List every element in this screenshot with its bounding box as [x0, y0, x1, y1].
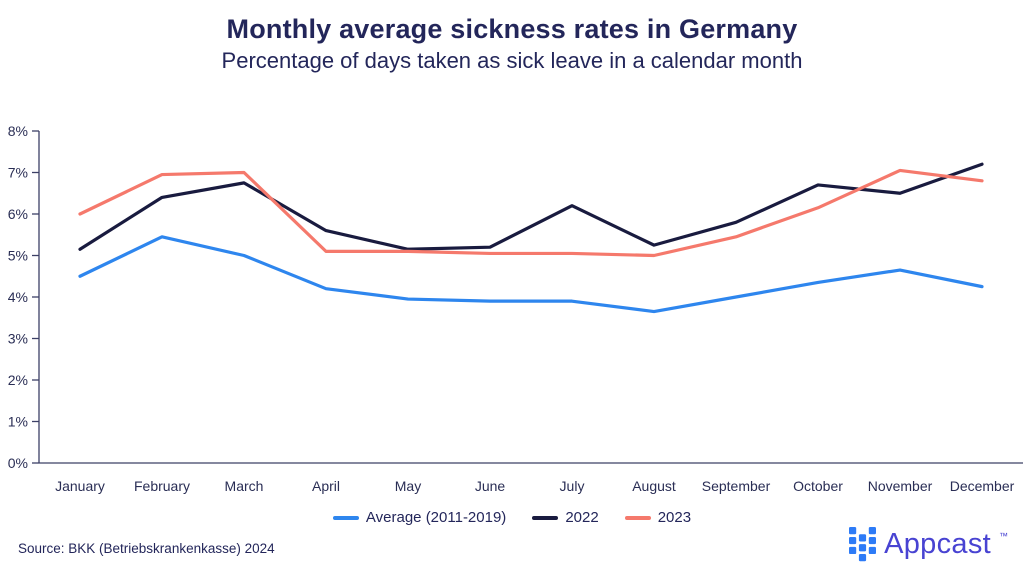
chart-header: Monthly average sickness rates in German… [0, 14, 1024, 74]
y-tick-label: 8% [8, 123, 28, 139]
trademark-symbol: ™ [999, 531, 1008, 541]
x-tick-label: October [793, 478, 843, 494]
y-tick-label: 3% [8, 331, 28, 347]
series-line-2023 [78, 168, 984, 258]
legend-swatch-2023-icon [624, 515, 651, 520]
x-tick-label: February [134, 478, 190, 494]
y-tick-label: 6% [8, 206, 28, 222]
legend-item-average: Average (2011-2019) [332, 509, 507, 526]
y-tick-label: 1% [8, 414, 28, 430]
x-tick-label: November [868, 478, 933, 494]
x-tick-label: March [225, 478, 264, 494]
y-tick-label: 5% [8, 248, 28, 264]
legend-label-2022: 2022 [565, 509, 599, 526]
x-tick-label: April [312, 478, 340, 494]
appcast-logo-icon [849, 527, 877, 562]
appcast-logo-text: Appcast [884, 528, 991, 560]
x-tick-label: December [950, 478, 1015, 494]
page-title: Monthly average sickness rates in German… [226, 14, 798, 44]
legend-label-2023: 2023 [657, 509, 692, 526]
x-tick-label: May [395, 478, 421, 494]
legend-swatch-2022-icon [532, 515, 559, 520]
page-subtitle: Percentage of days taken as sick leave i… [221, 48, 803, 74]
source-note: Source: BKK (Betriebskrankenkasse) 2024 [18, 541, 275, 556]
x-tick-label: June [475, 478, 506, 494]
legend-item-2023: 2023 [624, 509, 692, 526]
series-line-2022 [78, 162, 984, 251]
x-tick-label: September [702, 478, 771, 494]
y-tick-label: 2% [8, 372, 28, 388]
x-tick-label: August [632, 478, 676, 494]
appcast-logo: Appcast ™ [849, 527, 1008, 564]
legend-label-average: Average (2011-2019) [365, 509, 507, 526]
series-line-Average (2011-2019) [78, 235, 984, 314]
legend-item-2022: 2022 [532, 509, 599, 526]
y-tick-label: 7% [8, 165, 28, 181]
y-tick-label: 4% [8, 289, 28, 305]
x-tick-label: January [55, 478, 105, 494]
legend-swatch-average-icon [332, 515, 359, 520]
chart-legend: Average (2011-2019) 2022 2023 [0, 509, 1024, 526]
x-tick-label: July [560, 478, 585, 494]
y-tick-label: 0% [8, 455, 28, 471]
